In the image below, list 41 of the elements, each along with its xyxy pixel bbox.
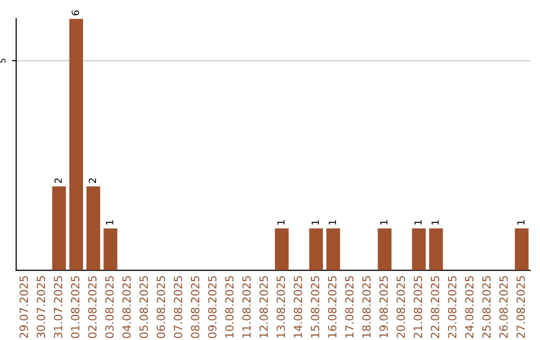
data-label: 6 bbox=[72, 10, 79, 16]
x-tick-label: 11.08.2025 bbox=[242, 276, 251, 338]
x-tick-label: 18.08.2025 bbox=[362, 276, 371, 338]
data-label: 1 bbox=[277, 220, 284, 225]
x-tick-label: 14.08.2025 bbox=[294, 276, 302, 338]
data-label: 1 bbox=[432, 220, 439, 225]
x-tick-label: 26.08.2025 bbox=[499, 276, 508, 338]
data-label: 2 bbox=[54, 178, 62, 183]
data-label: 1 bbox=[414, 220, 422, 225]
x-tick-label: 12.08.2025 bbox=[259, 276, 268, 338]
data-label: 1 bbox=[380, 220, 388, 225]
x-tick-label: 08.08.2025 bbox=[190, 276, 200, 338]
x-tick-label: 06.08.2025 bbox=[156, 276, 166, 338]
x-tick-label: 22.08.2025 bbox=[430, 276, 440, 338]
x-tick-label: 10.08.2025 bbox=[225, 276, 234, 338]
x-tick-label: 16.08.2025 bbox=[328, 276, 336, 338]
data-label: 1 bbox=[517, 220, 524, 225]
data-label: 1 bbox=[312, 220, 319, 225]
x-tick-label: 09.08.2025 bbox=[208, 276, 216, 338]
x-tick-label: 07.08.2025 bbox=[174, 276, 182, 338]
x-tick-label: 13.08.2025 bbox=[276, 276, 286, 338]
data-label: 1 bbox=[328, 220, 336, 225]
data-label: 2 bbox=[88, 178, 96, 183]
x-tick-label: 27.08.2025 bbox=[516, 276, 525, 338]
x-tick-label: 05.08.2025 bbox=[140, 276, 148, 338]
x-tick-label: 20.08.2025 bbox=[396, 276, 405, 338]
x-tick-label: 29.07.2025 bbox=[20, 276, 28, 338]
x-tick-label: 03.08.2025 bbox=[105, 276, 114, 338]
data-label: 1 bbox=[106, 220, 114, 225]
x-tick-label: 21.08.2025 bbox=[414, 276, 422, 338]
x-tick-label: 31.07.2025 bbox=[54, 276, 62, 338]
x-tick-label: 01.08.2025 bbox=[70, 276, 80, 338]
x-tick-label: 24.08.2025 bbox=[465, 276, 474, 338]
x-tick-label: 30.07.2025 bbox=[36, 276, 46, 338]
x-tick-label: 17.08.2025 bbox=[345, 276, 354, 338]
x-tick-label: 04.08.2025 bbox=[122, 276, 131, 338]
x-tick-label: 02.08.2025 bbox=[88, 276, 97, 338]
x-tick-label: 15.08.2025 bbox=[310, 276, 320, 338]
x-tick-label: 23.08.2025 bbox=[448, 276, 456, 338]
x-tick-label: 25.08.2025 bbox=[482, 276, 491, 338]
x-tick-label: 19.08.2025 bbox=[379, 276, 388, 338]
